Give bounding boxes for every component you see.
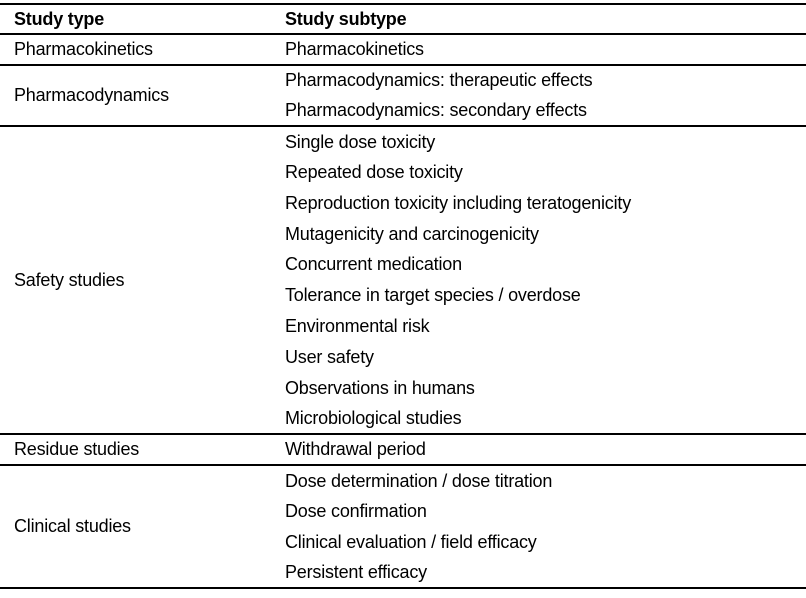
study-type-cell: Pharmacokinetics: [0, 34, 271, 66]
study-subtype-cell: Mutagenicity and carcinogenicity: [285, 223, 539, 244]
table-row: Concurrent medication: [0, 250, 806, 281]
study-subtype-cell: Environmental risk: [285, 316, 430, 337]
study-subtype-cell: Tolerance in target species / overdose: [285, 285, 581, 306]
table-row: Clinical studies Dose determination / do…: [0, 465, 806, 590]
study-subtype-cell: Concurrent medication: [285, 254, 462, 275]
table-row: Observations in humans: [0, 373, 806, 404]
study-type-cell: Pharmacodynamics: [0, 64, 271, 128]
study-subtype-cell: Clinical evaluation / field efficacy: [285, 531, 537, 552]
col-header-study-subtype: Study subtype: [271, 3, 806, 35]
table-row: Repeated dose toxicity: [0, 157, 806, 188]
table-row: User safety: [0, 342, 806, 373]
study-subtype-cell: Observations in humans: [285, 377, 475, 398]
study-subtype-cell: Single dose toxicity: [285, 131, 436, 152]
study-type-cell: Residue studies: [0, 434, 271, 467]
table-row: Pharmacodynamics: secondary effects: [0, 95, 806, 128]
col-header-study-type: Study type: [0, 3, 271, 35]
table-row: Clinical evaluation / field efficacy: [0, 527, 806, 558]
study-type-cell: Clinical studies: [0, 465, 271, 590]
study-subtype-cell: Pharmacodynamics: secondary effects: [271, 95, 806, 128]
table-body: Pharmacokinetics Pharmacokinetics Pharma…: [0, 34, 806, 590]
table-header: Study type Study subtype: [0, 3, 806, 35]
study-types-table: Study type Study subtype Pharmacokinetic…: [0, 3, 806, 590]
study-type-cell: Safety studies: [0, 126, 271, 436]
table-row: Safety studies Single dose toxicity: [0, 126, 806, 436]
table-row: Mutagenicity and carcinogenicity: [0, 219, 806, 250]
study-subtype-cell: Reproduction toxicity including teratoge…: [285, 192, 631, 213]
study-subtype-cell: Dose confirmation: [285, 500, 427, 521]
table-row: Tolerance in target species / overdose: [0, 280, 806, 311]
table-row: Microbiological studies: [0, 403, 806, 436]
table-row: Dose confirmation: [0, 496, 806, 527]
study-subtype-cell: Dose determination / dose titration: [285, 470, 553, 491]
header-row: Study type Study subtype: [0, 3, 806, 35]
table-row: Pharmacokinetics Pharmacokinetics: [0, 34, 806, 66]
table-row: Pharmacodynamics Pharmacodynamics: thera…: [0, 64, 806, 128]
study-subtype-cell: Pharmacodynamics: therapeutic effects: [285, 70, 593, 91]
table-row: Residue studies Withdrawal period: [0, 434, 806, 467]
study-subtype-cell: Repeated dose toxicity: [285, 162, 463, 183]
study-subtype-cell: User safety: [285, 346, 374, 367]
table-row: Persistent efficacy: [0, 557, 806, 590]
study-subtype-cell: Microbiological studies: [271, 403, 806, 436]
table-row: Reproduction toxicity including teratoge…: [0, 188, 806, 219]
study-subtype-cell: Persistent efficacy: [271, 557, 806, 590]
study-subtype-cell: Pharmacokinetics: [271, 34, 806, 66]
study-subtype-cell: Withdrawal period: [271, 434, 806, 467]
table-row: Environmental risk: [0, 311, 806, 342]
